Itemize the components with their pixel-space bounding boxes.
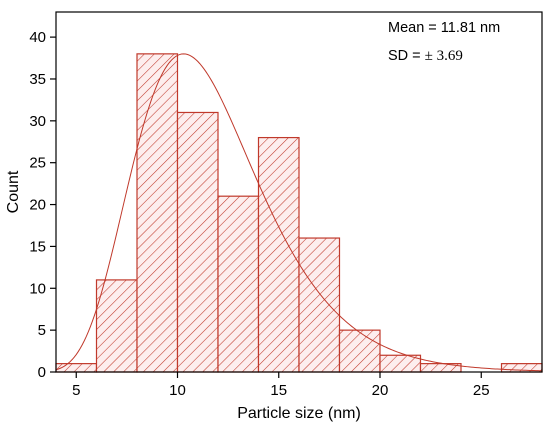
histogram-bar-10-12	[176, 111, 219, 373]
histogram-bar-8-10	[136, 53, 179, 373]
x-tick-label-15: 15	[270, 382, 287, 399]
y-tick-label-20: 20	[29, 197, 46, 214]
ticks-layer: 5 10 15 20 25 0 5 10 15 20 25 30 35 40	[29, 29, 489, 399]
y-tick-label-5: 5	[38, 322, 46, 339]
y-tick-label-40: 40	[29, 29, 46, 46]
y-tick-label-35: 35	[29, 71, 46, 88]
histogram-bar-16-18	[298, 237, 341, 373]
histogram-bar-14-16	[257, 136, 300, 373]
histogram-bar-18-20	[338, 329, 381, 373]
y-tick-label-30: 30	[29, 113, 46, 130]
sd-annotation: SD = ± 3.69	[388, 48, 463, 64]
sd-prefix: SD =	[388, 48, 425, 64]
x-axis-title: Particle size (nm)	[237, 405, 361, 422]
bars-layer	[55, 53, 543, 373]
y-tick-label-0: 0	[38, 364, 46, 381]
sd-value: ± 3.69	[425, 48, 463, 64]
y-tick-label-10: 10	[29, 280, 46, 297]
x-tick-label-25: 25	[473, 382, 490, 399]
fit-curve	[56, 53, 542, 372]
x-tick-label-20: 20	[372, 382, 389, 399]
plot-frame	[55, 11, 543, 373]
y-axis-title: Count	[5, 170, 22, 213]
mean-annotation: Mean = 11.81 nm	[388, 20, 500, 36]
x-tick-label-10: 10	[169, 382, 186, 399]
y-tick-label-15: 15	[29, 238, 46, 255]
x-tick-label-5: 5	[72, 382, 80, 399]
y-tick-label-25: 25	[29, 155, 46, 172]
histogram-bar-6-8	[95, 279, 138, 373]
histogram-bar-12-14	[217, 195, 260, 373]
